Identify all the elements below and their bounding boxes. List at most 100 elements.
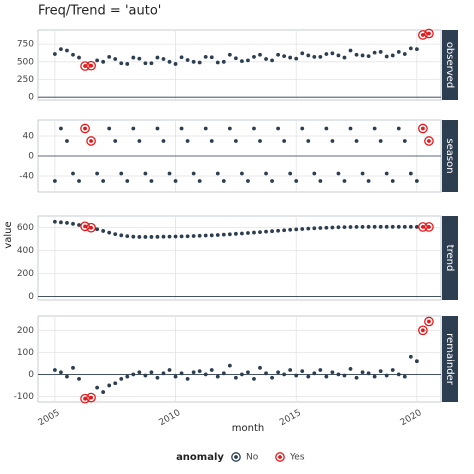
- point: [179, 126, 184, 131]
- point: [101, 59, 106, 64]
- point: [300, 369, 305, 374]
- legend-title: anomaly: [176, 452, 224, 463]
- point: [318, 226, 323, 230]
- strip-label: season: [444, 138, 455, 173]
- y-tick-label: 100: [17, 348, 34, 358]
- point: [149, 179, 154, 183]
- point: [203, 126, 208, 131]
- point: [270, 58, 274, 63]
- point: [191, 234, 196, 238]
- point: [137, 370, 142, 375]
- point: [83, 64, 87, 68]
- point: [270, 229, 274, 234]
- point: [161, 139, 166, 143]
- point: [125, 179, 130, 183]
- point: [372, 50, 377, 55]
- point: [421, 225, 425, 229]
- point: [131, 372, 136, 377]
- point: [197, 369, 202, 374]
- point: [336, 171, 341, 176]
- point: [288, 227, 293, 232]
- anomaly-ring: [418, 325, 428, 336]
- x-axis-title: month: [232, 423, 264, 434]
- point: [125, 374, 130, 379]
- point: [65, 374, 69, 379]
- point: [52, 219, 57, 224]
- point: [215, 374, 220, 379]
- point: [173, 179, 178, 183]
- point: [421, 126, 425, 131]
- legend-ring: [275, 452, 285, 462]
- y-tick-label: 0: [28, 152, 34, 162]
- point: [270, 179, 274, 183]
- point: [330, 139, 335, 143]
- point: [65, 139, 69, 143]
- point: [89, 139, 93, 143]
- point: [306, 139, 311, 143]
- y-tick-label: 200: [17, 326, 34, 336]
- y-tick-label: 750: [17, 40, 34, 50]
- anomaly-ring: [86, 60, 96, 71]
- point: [113, 232, 118, 237]
- point: [402, 374, 407, 379]
- point: [191, 171, 196, 176]
- point: [233, 375, 238, 380]
- point: [354, 225, 359, 229]
- point: [155, 375, 160, 380]
- point: [240, 231, 244, 236]
- point: [167, 59, 172, 64]
- point: [215, 60, 220, 65]
- point: [143, 61, 148, 66]
- point: [167, 171, 172, 176]
- point: [119, 376, 124, 381]
- point: [276, 228, 281, 233]
- point: [95, 171, 100, 176]
- point: [282, 228, 287, 233]
- point: [306, 53, 311, 58]
- point: [414, 47, 419, 51]
- point: [288, 368, 293, 372]
- point: [113, 139, 118, 143]
- point: [101, 179, 106, 183]
- point: [384, 171, 389, 176]
- point: [427, 225, 431, 229]
- point: [366, 179, 371, 183]
- point: [294, 373, 299, 378]
- point: [155, 126, 160, 131]
- point: [179, 234, 184, 239]
- point: [414, 359, 419, 364]
- point: [360, 370, 365, 375]
- point: [95, 385, 100, 390]
- point: [288, 55, 293, 60]
- point: [143, 171, 148, 176]
- point: [360, 53, 365, 58]
- point: [318, 54, 323, 59]
- point: [125, 234, 130, 239]
- point: [294, 56, 299, 61]
- point: [354, 139, 359, 143]
- point: [252, 230, 256, 235]
- strip: [442, 216, 458, 300]
- point: [276, 52, 281, 57]
- point: [324, 126, 329, 131]
- legend-label: No: [246, 453, 259, 463]
- point: [300, 227, 305, 231]
- strip: [442, 30, 458, 100]
- point: [209, 139, 214, 143]
- point: [421, 33, 425, 37]
- point: [336, 53, 341, 58]
- point: [264, 57, 268, 61]
- point: [360, 171, 365, 176]
- point: [113, 57, 118, 61]
- point: [101, 229, 106, 233]
- point: [360, 225, 365, 229]
- point: [95, 58, 100, 63]
- point: [83, 224, 87, 229]
- point: [131, 126, 136, 131]
- y-tick-label: 400: [17, 246, 34, 256]
- point: [330, 370, 335, 375]
- legend-label: Yes: [289, 453, 305, 463]
- strip: [442, 120, 458, 192]
- point: [246, 231, 250, 235]
